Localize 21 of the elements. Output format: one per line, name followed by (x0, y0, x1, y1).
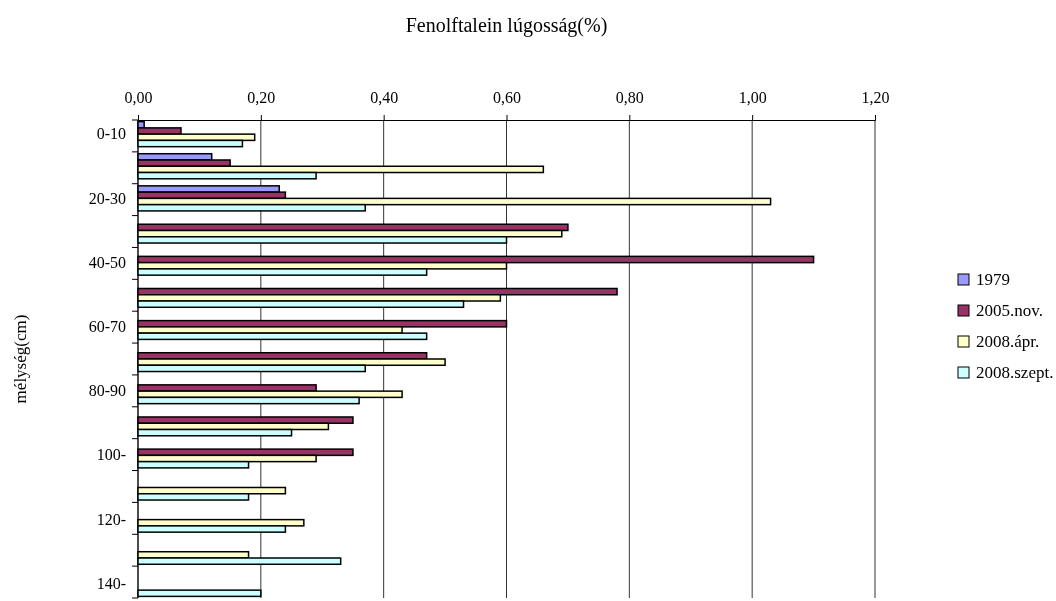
y-tick-label: 40-50 (88, 253, 126, 271)
y-tick-label: 0-10 (96, 125, 126, 143)
y-tick-label: 20-30 (88, 189, 126, 207)
y-tick-label: 100- (96, 446, 126, 464)
y-tick-label: 140- (96, 574, 126, 592)
y-tick-label: 60-70 (88, 318, 126, 335)
x-tick-label: 0,20 (247, 89, 276, 106)
x-tick-label: 0,40 (370, 89, 399, 106)
y-tick-label: 120- (96, 510, 126, 528)
x-tick-label: 1,00 (738, 89, 767, 106)
x-axis-title: Fenolftalein lúgosság(%) (405, 14, 608, 37)
y-tick-label: 80-90 (88, 382, 126, 400)
legend-label: 2008.szept. (976, 363, 1054, 382)
x-tick-label: 0,00 (124, 89, 153, 106)
x-tick-label: 1,20 (861, 89, 890, 106)
legend-label: 1979 (976, 270, 1010, 289)
x-tick-label: 0,60 (493, 89, 521, 106)
x-tick-label: 0,80 (615, 89, 644, 106)
legend-label: 2008.ápr. (976, 332, 1040, 351)
y-axis-title: mélység(cm) (11, 314, 30, 404)
legend-label: 2005.nov. (976, 301, 1043, 320)
